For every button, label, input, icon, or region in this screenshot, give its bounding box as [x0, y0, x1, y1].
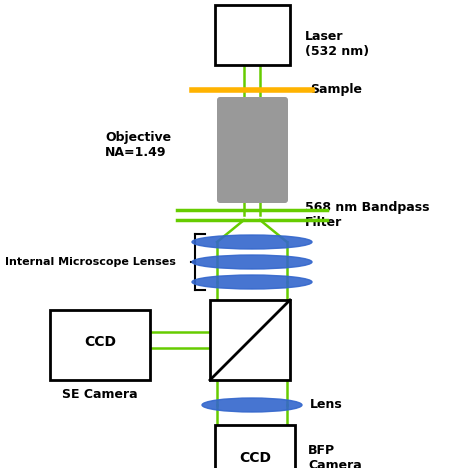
Ellipse shape: [192, 255, 312, 269]
Text: Lens: Lens: [310, 398, 343, 411]
Ellipse shape: [192, 235, 312, 249]
Text: BFP
Camera: BFP Camera: [308, 444, 362, 468]
Text: 568 nm Bandpass
Filter: 568 nm Bandpass Filter: [305, 201, 429, 229]
FancyBboxPatch shape: [217, 97, 288, 203]
Text: Sample: Sample: [310, 83, 362, 96]
Bar: [210, 300, 290, 380]
Text: Internal Microscope Lenses: Internal Microscope Lenses: [5, 257, 176, 267]
Bar: [215, 425, 295, 468]
Text: Objective
NA=1.49: Objective NA=1.49: [105, 131, 171, 159]
Bar: [50, 310, 150, 380]
Text: CCD: CCD: [239, 451, 271, 465]
Text: Laser
(532 nm): Laser (532 nm): [305, 30, 369, 58]
Ellipse shape: [192, 275, 312, 289]
Text: CCD: CCD: [84, 335, 116, 349]
Ellipse shape: [202, 398, 302, 412]
Text: SE Camera: SE Camera: [62, 388, 138, 401]
Bar: [215, 5, 290, 65]
